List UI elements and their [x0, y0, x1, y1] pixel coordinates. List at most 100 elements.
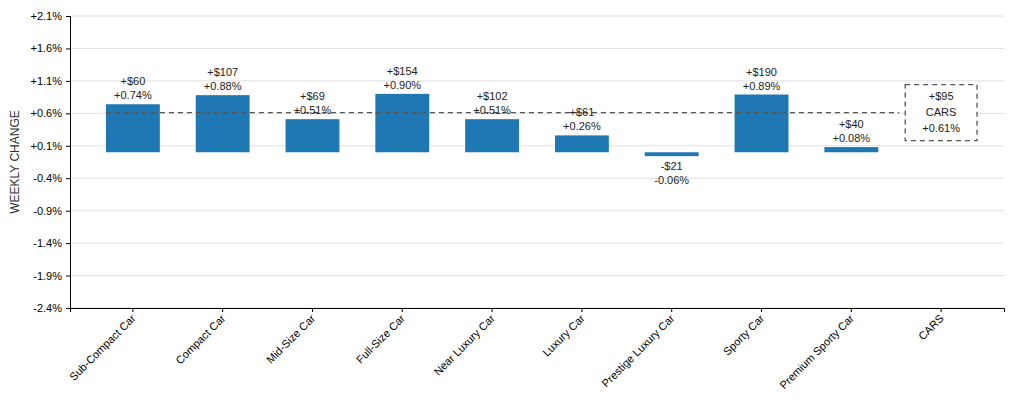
tick-label: CARS [916, 312, 946, 342]
plot: +2.1% +1.6% +1.1% +0.6% +0.1% -0.4% -0.9% -1.4%… [31, 10, 1005, 391]
annotation-box [905, 85, 977, 141]
tick: -0.4% [33, 172, 70, 184]
tick: Sporty Car [721, 308, 767, 358]
data-label: -0.06% [654, 174, 689, 186]
axis-line [71, 309, 1005, 313]
grid [70, 16, 1004, 308]
x-axis: Sub-Compact Car Compact Car Mid-Size Car Fu… [67, 308, 1005, 391]
tick-label: +2.1% [31, 10, 63, 22]
chart: +2.1% +1.6% +1.1% +0.6% +0.1% -0.4% -0.9% -1.4%… [0, 0, 1024, 412]
data-label: +0.88% [204, 80, 242, 92]
tick: +1.1% [31, 75, 71, 87]
tick-label: +1.6% [31, 42, 63, 54]
tick-label: Mid-Size Car [264, 312, 318, 366]
tick-label: Prestige Luxury Car [599, 312, 676, 389]
data-label: +0.90% [383, 79, 421, 91]
tick-mark [66, 243, 70, 244]
tick-label: +0.6% [31, 107, 63, 119]
tick: +0.6% [31, 107, 71, 119]
data-label: +$60 [120, 75, 145, 87]
tick: +2.1% [31, 10, 71, 22]
data-label: +$61 [570, 106, 595, 118]
tick-label: Near Luxury Car [431, 312, 497, 378]
tick: +0.1% [31, 140, 71, 152]
tick: Prestige Luxury Car [599, 308, 676, 389]
tick-mark [66, 308, 70, 309]
data-labels: +$60+0.74%+$107+0.88%+$69+0.51%+$154+0.9… [114, 65, 870, 186]
bar [645, 152, 699, 156]
tick-label: -1.4% [33, 237, 62, 249]
tick-label: Compact Car [173, 312, 228, 367]
annotations: +$95 CARS +0.61% [905, 85, 977, 141]
data-label: +0.51% [294, 104, 332, 116]
tick-mark [402, 308, 403, 312]
tick: +1.6% [31, 42, 71, 54]
bar [735, 95, 789, 153]
tick-label: +0.1% [31, 140, 63, 152]
tick-mark [941, 308, 942, 312]
tick-mark [581, 308, 582, 312]
tick: Compact Car [173, 308, 228, 366]
tick: Premium Sporty Car [777, 308, 856, 391]
data-label: +0.26% [563, 120, 601, 132]
tick-mark [66, 81, 70, 82]
chart-container: +2.1% +1.6% +1.1% +0.6% +0.1% -0.4% -0.9% -1.4%… [0, 0, 1024, 412]
data-label: +0.51% [473, 104, 511, 116]
bar [286, 119, 340, 152]
tick-mark [66, 178, 70, 179]
annotation-text: +0.61% [922, 122, 960, 134]
data-label: +$154 [387, 65, 418, 77]
tick: CARS [916, 308, 946, 342]
tick-label: Full-Size Car [354, 312, 408, 366]
data-label: +$190 [746, 66, 777, 78]
tick: Near Luxury Car [431, 308, 497, 378]
tick-mark [492, 308, 493, 312]
marks [106, 94, 899, 156]
tick: -2.4% [33, 302, 70, 314]
tick-mark [851, 308, 852, 312]
tick: Sub-Compact Car [67, 308, 138, 383]
tick: -0.9% [33, 205, 70, 217]
tick: Mid-Size Car [264, 308, 318, 366]
bar [824, 147, 878, 152]
tick-mark [671, 308, 672, 312]
tick-label: +1.1% [31, 75, 63, 87]
y-axis-title: WEEKLY CHANGE [8, 110, 22, 214]
tick-mark [66, 276, 70, 277]
axis-line [66, 17, 71, 309]
tick-mark [66, 211, 70, 212]
tick-mark [222, 308, 223, 312]
tick-mark [66, 146, 70, 147]
tick-mark [66, 113, 70, 114]
grid-line [70, 275, 1004, 276]
tick-mark [66, 16, 70, 17]
tick: -1.4% [33, 237, 70, 249]
tick: Full-Size Car [354, 308, 408, 366]
data-label: -$21 [661, 160, 683, 172]
tick-label: Premium Sporty Car [777, 312, 856, 391]
bar [375, 94, 429, 152]
grid-line [70, 48, 1004, 49]
tick-mark [132, 308, 133, 312]
data-label: +$102 [477, 90, 508, 102]
data-label: +0.89% [743, 80, 781, 92]
grid-line [70, 243, 1004, 244]
y-axis: +2.1% +1.6% +1.1% +0.6% +0.1% -0.4% -0.9% -1.4%… [31, 10, 71, 314]
annotation-text: CARS [926, 106, 957, 118]
data-label: +$40 [839, 118, 864, 130]
tick: -1.9% [33, 270, 70, 282]
tick-label: Luxury Car [540, 312, 587, 359]
tick-label: -0.9% [33, 205, 62, 217]
tick: Luxury Car [540, 308, 587, 359]
tick-label: -1.9% [33, 270, 62, 282]
grid-line [70, 210, 1004, 211]
grid-line [70, 16, 1004, 17]
annotation-text: +$95 [929, 90, 954, 102]
tick-label: Sporty Car [721, 312, 767, 358]
data-label: +$107 [207, 66, 238, 78]
bar [555, 135, 609, 152]
bar [106, 104, 160, 152]
data-label: +0.08% [833, 132, 871, 144]
bar [196, 95, 250, 152]
tick-label: Sub-Compact Car [67, 312, 138, 383]
